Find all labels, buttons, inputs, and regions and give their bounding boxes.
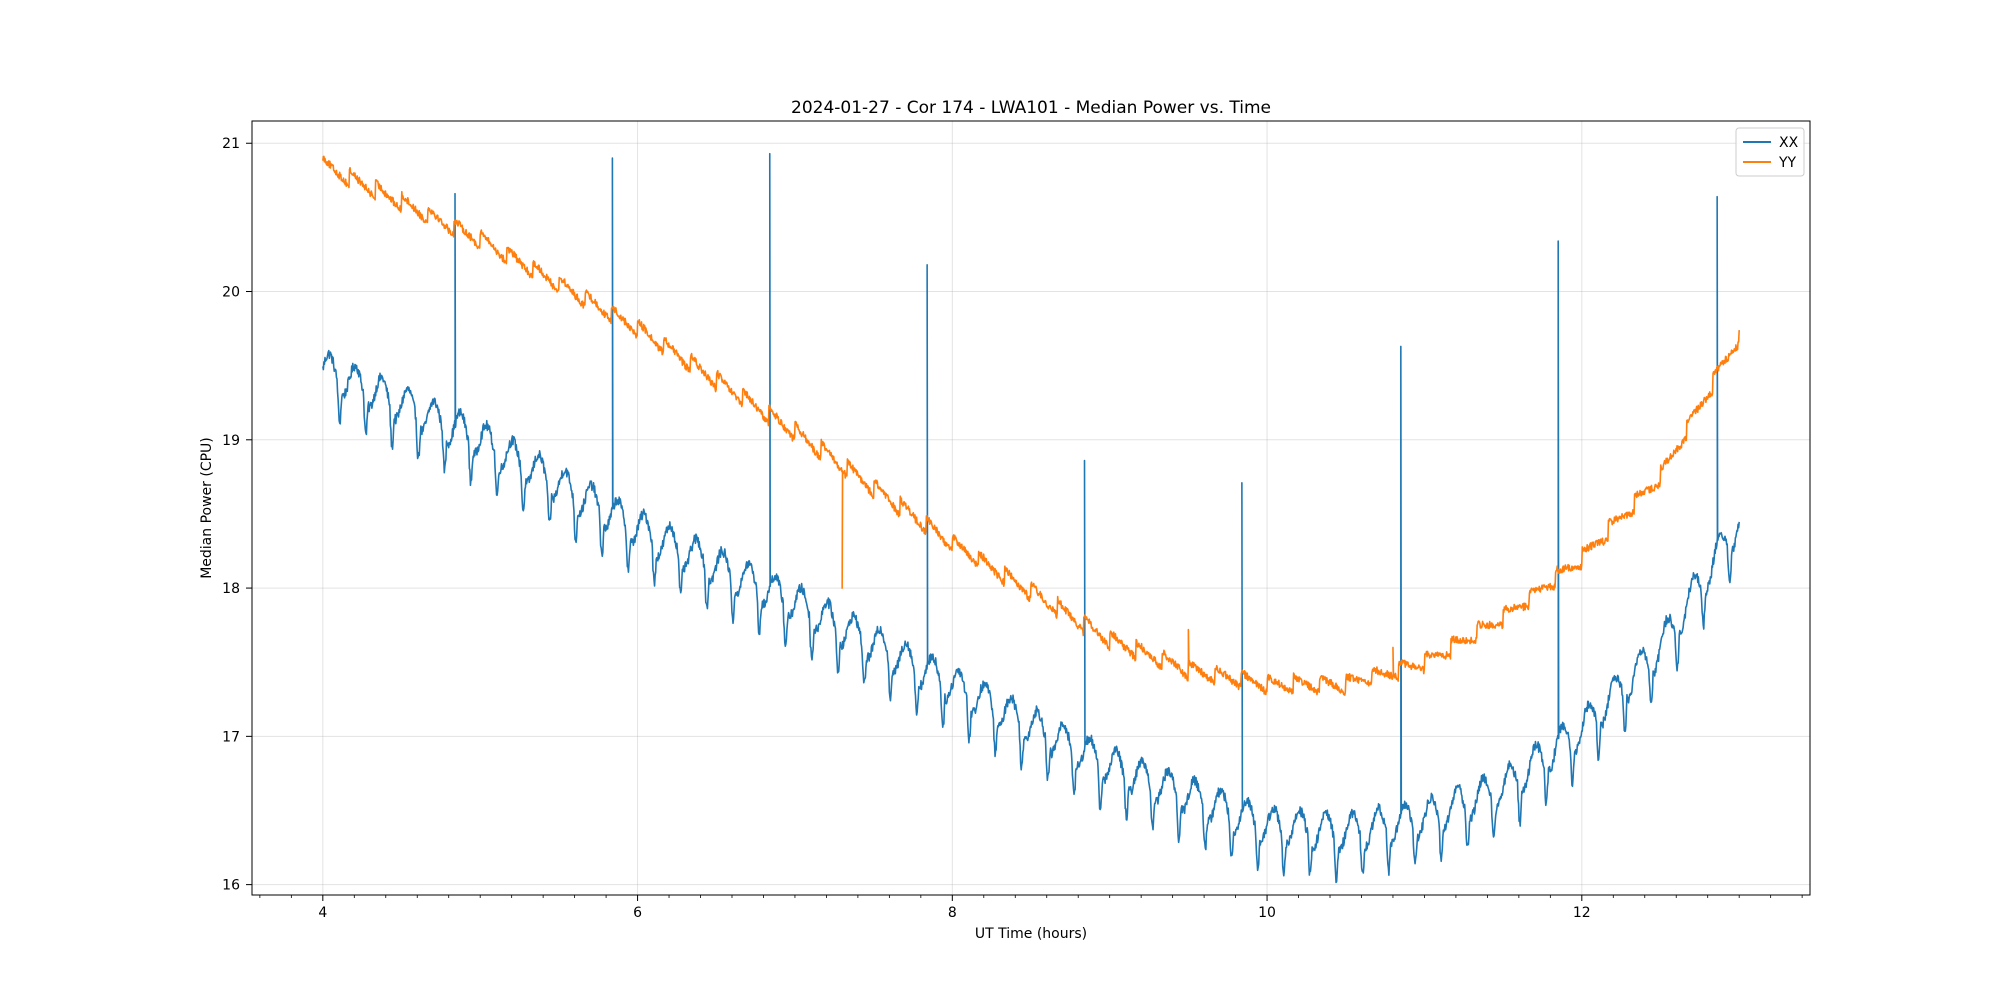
series-line-xx [322,152,1740,884]
y-tick-label: 16 [222,878,240,894]
x-tick-label: 12 [1573,905,1591,921]
legend-label-xx: XX [1779,135,1799,151]
y-tick-label: 17 [222,729,240,745]
x-tick-label: 8 [948,905,957,921]
legend-label-yy: YY [1778,155,1797,171]
y-tick-label: 20 [222,285,240,301]
plot-frame [251,120,1811,896]
legend: XX YY [1735,127,1805,177]
y-tick-label: 18 [222,581,240,597]
chart-title: 2024-01-27 - Cor 174 - LWA101 - Median P… [791,98,1271,118]
y-tick-label: 19 [222,433,240,449]
x-axis-label: UT Time (hours) [975,926,1087,942]
tick-layer: 4 6 8 10 12 16 17 18 19 20 21 [222,136,1803,921]
series-line-yy [322,155,1740,696]
series-layer [322,152,1740,884]
x-tick-label: 6 [633,905,642,921]
y-axis-label: Median Power (CPU) [199,437,215,579]
grid-layer [252,121,1810,895]
x-tick-label: 10 [1258,905,1276,921]
x-tick-label: 4 [318,905,327,921]
y-tick-label: 21 [222,136,240,152]
legend-box [1735,127,1805,177]
